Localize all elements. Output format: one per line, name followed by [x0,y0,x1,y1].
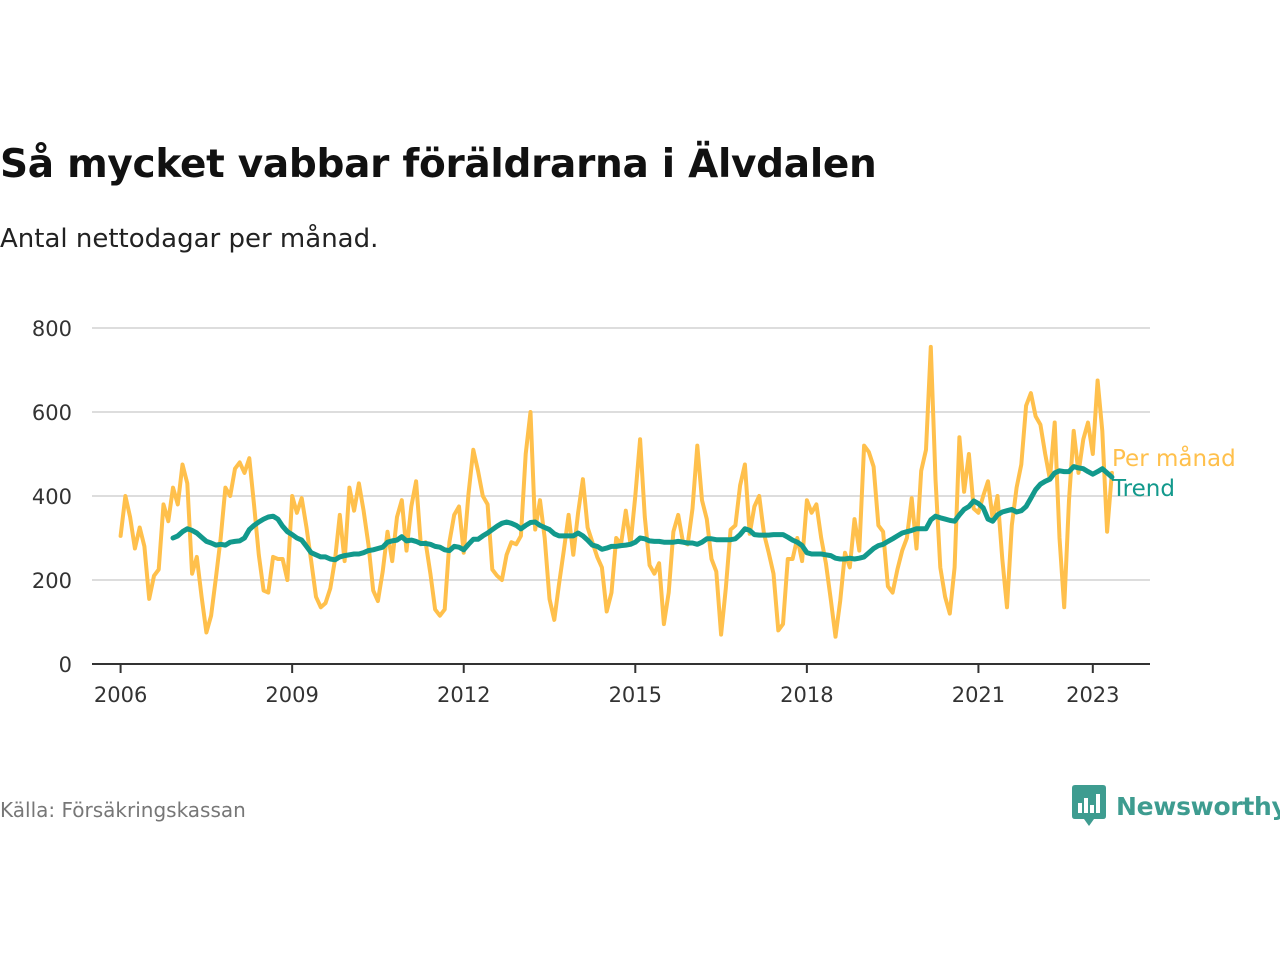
x-axis: 2006 2009 2012 2015 2018 2021 2023 [92,663,1150,707]
series-layer [118,344,1115,639]
newsworthy-chart-bubble-icon [1072,785,1106,826]
series-line-trend [170,464,1115,563]
y-tick-label: 600 [32,401,72,425]
chart-subtitle: Antal nettodagar per månad. [0,224,379,254]
y-tick-label: 0 [59,653,72,677]
y-tick-label: 200 [32,569,72,593]
x-tick-label: 2018 [780,683,833,707]
legend: Per månad Trend [1111,444,1236,502]
x-tick-label: 2012 [437,683,490,707]
x-tick-label: 2009 [265,683,318,707]
brand-name: Newsworthy [1116,791,1280,821]
newsworthy-logo[interactable]: Newsworthy [1072,784,1280,828]
legend-label-per-manad: Per månad [1112,444,1236,472]
series-line-per-manad [118,344,1114,639]
x-tick-label: 2015 [609,683,662,707]
x-tick-label: 2023 [1066,683,1119,707]
source-note: Källa: Försäkringskassan [0,798,246,822]
chart-title: Så mycket vabbar föräldrarna i Älvdalen [0,142,877,187]
y-tick-label: 400 [32,485,72,509]
legend-label-trend: Trend [1111,476,1175,502]
y-tick-label: 800 [32,317,72,341]
x-tick-label: 2006 [94,683,147,707]
x-tick-label: 2021 [952,683,1005,707]
y-axis: 0 200 400 600 800 [32,317,72,677]
